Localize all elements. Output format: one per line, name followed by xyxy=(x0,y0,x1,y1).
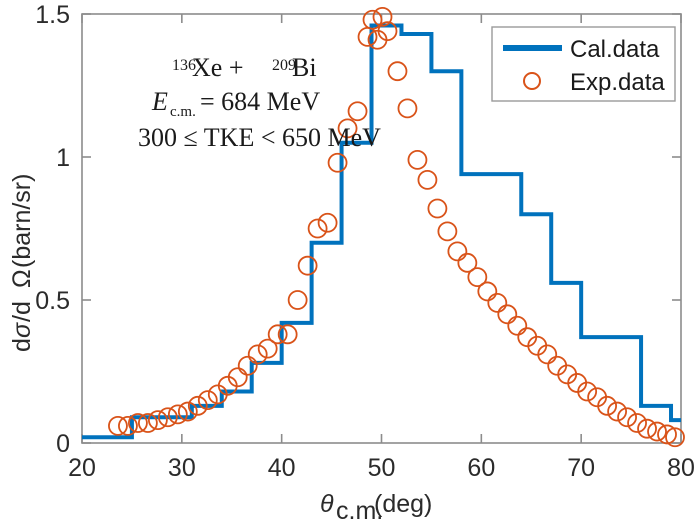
exp-data-point xyxy=(317,212,338,233)
exp-data-point xyxy=(118,415,138,436)
exp-data-point xyxy=(137,413,158,433)
exp-data-point xyxy=(507,315,528,336)
exp-data-point xyxy=(227,367,248,388)
y-axis-title-unit: (barn/sr) xyxy=(8,174,36,268)
exp-data-point xyxy=(457,252,478,273)
annotation-energy-value: = 684 MeV xyxy=(200,87,320,116)
y-axis-title-mid: /d xyxy=(8,301,36,322)
exp-data-point xyxy=(177,401,198,422)
exp-data-point xyxy=(147,410,168,431)
x-tick-label: 20 xyxy=(68,454,96,482)
exp-data-point xyxy=(607,401,628,422)
exp-data-point xyxy=(447,241,468,262)
exp-data-point xyxy=(277,324,298,345)
annotation-mass-2: 209 xyxy=(272,57,296,74)
y-tick-label: 1 xyxy=(56,144,70,172)
exp-data-point xyxy=(437,221,458,242)
exp-data-point xyxy=(297,255,318,276)
y-axis-title-sigma: σ xyxy=(8,322,36,338)
exp-data-point xyxy=(187,395,208,416)
exp-data-point xyxy=(627,413,647,433)
y-axis-title-omega: Ω xyxy=(8,269,36,288)
exp-data-point xyxy=(467,267,488,288)
y-axis-ticks xyxy=(82,13,681,444)
exp-data-point xyxy=(337,118,358,139)
series-exp-data xyxy=(108,6,685,448)
exp-data-point xyxy=(372,6,393,27)
exp-data-point xyxy=(637,418,657,439)
exp-data-point xyxy=(267,324,288,345)
exp-data-point xyxy=(347,101,368,122)
y-tick-label: 1.5 xyxy=(35,1,70,29)
exp-data-point xyxy=(665,427,685,448)
annotation-block: 136 Xe + 209 Bi E c.m. = 684 MeV 300 ≤ T… xyxy=(138,53,381,152)
exp-data-point xyxy=(237,355,258,376)
legend-label-cal-data: Cal.data xyxy=(570,36,660,63)
exp-data-point xyxy=(537,344,558,365)
exp-data-point xyxy=(287,290,308,310)
exp-data-point xyxy=(617,407,637,428)
exp-data-point xyxy=(327,152,348,173)
x-axis-tick-labels: 20 30 40 50 60 70 80 xyxy=(68,454,695,482)
x-tick-label: 60 xyxy=(467,454,495,482)
exp-data-point xyxy=(108,415,128,436)
exp-data-point xyxy=(647,421,667,442)
exp-data-point xyxy=(157,407,178,428)
x-axis-title-subscript: c.m. xyxy=(336,497,383,524)
x-tick-label: 50 xyxy=(368,454,396,482)
x-axis-title-symbol: θ xyxy=(320,490,334,518)
x-tick-label: 40 xyxy=(268,454,296,482)
x-tick-label: 30 xyxy=(168,454,196,482)
x-tick-label: 80 xyxy=(667,454,695,482)
x-tick-label: 70 xyxy=(567,454,595,482)
exp-data-point xyxy=(417,169,438,190)
annotation-mass-1: 136 xyxy=(172,57,196,74)
exp-data-point xyxy=(497,304,518,325)
exp-data-point xyxy=(657,424,677,445)
x-axis-title: θ c.m. (deg) xyxy=(320,490,432,524)
exp-data-point xyxy=(128,413,148,433)
exp-data-point xyxy=(197,390,218,411)
legend-box xyxy=(491,26,676,102)
exp-data-point xyxy=(407,149,428,170)
annotation-energy-subscript: c.m. xyxy=(170,104,196,120)
exp-data-point xyxy=(377,21,398,42)
exp-data-point xyxy=(487,292,508,313)
legend-label-exp-data: Exp.data xyxy=(570,69,665,96)
exp-data-point xyxy=(427,198,448,219)
y-axis-title: d σ /d Ω (barn/sr) xyxy=(8,174,36,352)
legend: Cal.data Exp.data xyxy=(491,26,676,102)
exp-data-point xyxy=(477,281,498,302)
exp-data-point xyxy=(307,218,328,239)
exp-data-point xyxy=(247,344,268,365)
annotation-nuclide-1: Xe + xyxy=(192,53,243,82)
y-axis-title-d: d xyxy=(8,338,36,352)
exp-data-point xyxy=(362,9,383,30)
annotation-tke-range: 300 ≤ TKE < 650 MeV xyxy=(138,123,381,152)
exp-data-point xyxy=(167,404,188,425)
exp-data-point xyxy=(257,338,278,359)
y-tick-label: 0.5 xyxy=(35,287,70,315)
y-axis-tick-labels: 0 0.5 1 1.5 xyxy=(35,1,70,458)
exp-data-point xyxy=(397,98,418,119)
x-axis-title-unit: (deg) xyxy=(374,490,432,518)
legend-marker-exp-data xyxy=(523,72,541,90)
exp-data-point xyxy=(597,395,618,416)
y-tick-label: 0 xyxy=(56,430,70,458)
annotation-nuclide-2: Bi xyxy=(292,53,317,82)
exp-data-point xyxy=(387,61,408,82)
annotation-energy-symbol: E xyxy=(151,87,168,116)
exp-data-point xyxy=(577,381,598,402)
